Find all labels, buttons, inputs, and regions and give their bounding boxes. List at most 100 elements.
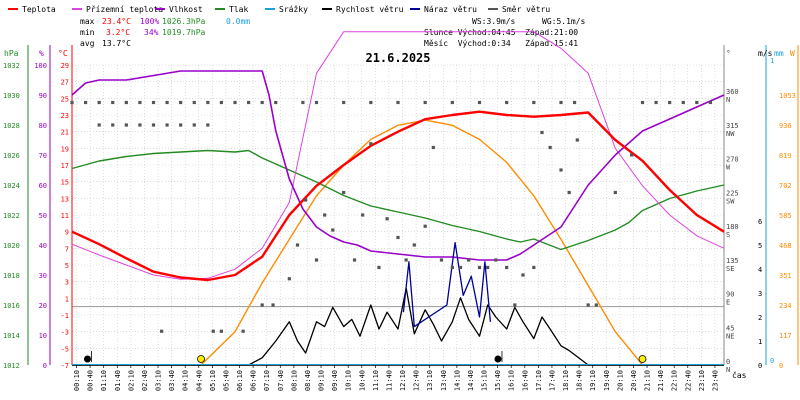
wind-dir-point <box>450 100 454 105</box>
wind-dir-point <box>412 243 416 247</box>
stats-min-hum: 34% <box>144 28 159 37</box>
pressure-tick-label: 1028 <box>3 122 20 130</box>
wind-dir-point <box>423 100 427 105</box>
solar-tick-label: 585 <box>779 212 792 220</box>
wind-dir-point <box>314 258 319 262</box>
x-tick-label: 01:40 <box>114 370 122 391</box>
legend-label: Náraz větru <box>424 5 477 14</box>
humidity-tick-label: 60 <box>39 182 47 190</box>
wind-dir-point <box>192 100 196 105</box>
wind-dir-point <box>369 142 373 146</box>
x-tick-label: 05:40 <box>222 370 230 391</box>
x-tick-label: 22:10 <box>671 370 679 391</box>
wind-dir-point <box>301 100 305 105</box>
wind-dir-point <box>241 329 245 333</box>
stats-avg-temp: 13.7°C <box>102 39 131 48</box>
wind-dir-point <box>369 100 373 105</box>
x-tick-label: 21:10 <box>644 370 652 391</box>
x-tick-label: 14:40 <box>467 370 475 391</box>
series-hum-line <box>71 70 725 261</box>
x-tick-label: 06:10 <box>236 370 244 391</box>
wind-dir-point <box>505 265 509 270</box>
wind-dir-point <box>572 100 577 105</box>
pressure-tick-label: 1032 <box>3 62 20 70</box>
pressure-tick-label: 1016 <box>3 302 20 310</box>
dir-tick-label: E <box>726 299 730 307</box>
solar-tick-label: 819 <box>779 152 792 160</box>
dir-tick-label: 180 <box>726 223 739 231</box>
wind-dir-point <box>352 258 357 262</box>
dir-tick-label: 225 <box>726 189 739 197</box>
wind-dir-point <box>423 224 427 228</box>
axis-unit-w: W <box>790 49 795 58</box>
wind-tick-label: 0 <box>758 362 762 370</box>
wind-dir-point <box>548 145 552 150</box>
x-tick-label: 10:40 <box>358 370 366 391</box>
axis-unit-degc: °C <box>58 49 68 58</box>
wind-dir-point <box>287 277 291 281</box>
wind-dir-point <box>271 303 275 307</box>
pressure-tick-label: 1018 <box>3 272 20 280</box>
x-tick-label: 14:10 <box>453 370 461 391</box>
stats-min-temp: 3.2°C <box>106 28 130 37</box>
wind-dir-point <box>331 228 335 232</box>
stats-moon: Měsíc Východ:0:34 Západ:15:41 <box>424 39 578 48</box>
wind-dir-point <box>613 190 617 195</box>
wind-dir-point <box>439 258 444 262</box>
wind-dir-point <box>274 100 278 105</box>
solar-tick-label: 1053 <box>779 92 796 100</box>
wind-dir-point <box>124 100 128 105</box>
stats-min-press: 1019.7hPa <box>162 28 206 37</box>
temp-tick-label: -1 <box>61 312 69 320</box>
stats-wg: WG:5.1m/s <box>542 17 586 26</box>
wind-dir-point <box>668 100 672 105</box>
legend-label: Teplota <box>22 5 56 14</box>
dir-tick-label: S <box>726 231 730 239</box>
wind-dir-point <box>206 100 210 105</box>
wind-dir-point <box>431 145 435 150</box>
legend-label: Rychlost větru <box>336 5 404 14</box>
wind-dir-point <box>458 265 463 270</box>
humidity-tick-label: 40 <box>39 242 47 250</box>
temp-tick-label: 1 <box>65 295 69 303</box>
grid-lines <box>72 64 724 366</box>
legend-label: Tlak <box>229 5 248 14</box>
wind-tick-label: 3 <box>758 290 762 298</box>
wind-dir-point <box>404 258 408 262</box>
x-tick-label: 17:10 <box>535 370 543 391</box>
series-gust-line <box>402 241 492 328</box>
x-tick-label: 23:40 <box>711 370 719 391</box>
temp-tick-label: 23 <box>61 112 69 120</box>
wind-dir-point <box>260 303 264 307</box>
humidity-tick-label: 100 <box>34 62 47 70</box>
x-tick-label: 08:10 <box>290 370 298 391</box>
wind-dir-point <box>97 123 101 127</box>
wind-dir-point <box>151 100 156 105</box>
x-tick-label: 03:10 <box>155 370 163 391</box>
wind-dir-point <box>97 100 101 105</box>
wind-dir-point <box>246 100 251 105</box>
wind-dir-point <box>111 123 115 127</box>
wind-dir-point <box>630 153 634 157</box>
wind-dir-point <box>532 265 536 270</box>
wind-dir-point <box>385 217 389 221</box>
wind-tick-label: 6 <box>758 218 762 226</box>
stats-avg-label: avg <box>80 39 95 48</box>
axis-unit-deg: ° <box>726 49 731 58</box>
wind-dir-point <box>192 123 196 127</box>
wind-dir-point <box>211 329 215 333</box>
x-tick-label: 23:10 <box>698 370 706 391</box>
stats-max-label: max <box>80 17 95 26</box>
wind-dir-point <box>260 100 264 105</box>
temp-tick-label: 7 <box>65 245 69 253</box>
humidity-tick-label: 30 <box>39 272 47 280</box>
x-tick-label: 20:40 <box>630 370 638 391</box>
x-tick-label: 09:10 <box>318 370 326 391</box>
series-solar-line <box>200 119 644 366</box>
wind-dir-point <box>165 123 169 127</box>
wind-dir-point <box>695 100 699 105</box>
dir-tick-label: NE <box>726 332 734 340</box>
markers-layer <box>83 351 647 363</box>
solar-tick-label: 351 <box>779 272 792 280</box>
dir-tick-label: 0 <box>726 358 730 366</box>
